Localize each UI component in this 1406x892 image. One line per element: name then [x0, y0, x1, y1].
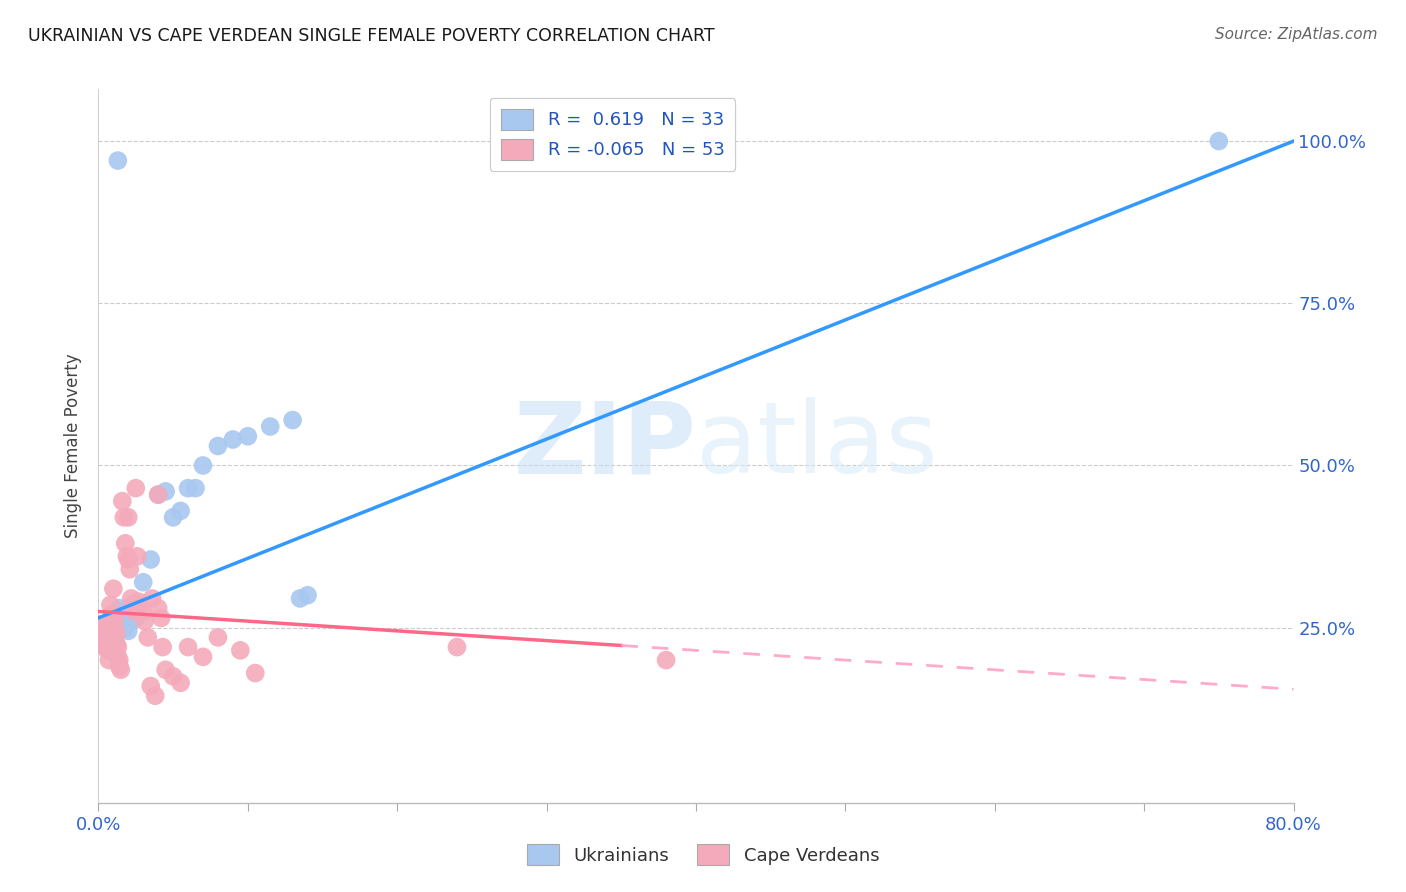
Point [104, 621, 127, 635]
Point [100, 598, 122, 612]
Point [207, 631, 229, 645]
Point [94, 640, 117, 654]
Text: atlas: atlas [696, 398, 938, 494]
Point [155, 484, 177, 499]
Point [118, 562, 141, 576]
Point [245, 666, 267, 681]
Point [139, 552, 162, 566]
Point [111, 611, 134, 625]
Point [105, 617, 128, 632]
Point [136, 631, 159, 645]
Point [93, 633, 115, 648]
Point [125, 481, 148, 495]
Point [124, 604, 146, 618]
Point [655, 653, 678, 667]
Y-axis label: Single Female Poverty: Single Female Poverty [65, 354, 83, 538]
Point [91, 624, 114, 638]
Point [148, 601, 170, 615]
Point [184, 481, 207, 495]
Point [100, 640, 122, 654]
Point [104, 611, 127, 625]
Point [169, 675, 191, 690]
Point [121, 598, 143, 612]
Point [117, 552, 139, 566]
Point [207, 439, 229, 453]
Point [297, 588, 319, 602]
Point [128, 595, 150, 609]
Point [120, 591, 142, 606]
Point [139, 679, 162, 693]
Point [103, 582, 125, 596]
Point [114, 536, 136, 550]
Point [281, 413, 304, 427]
Point [162, 669, 184, 683]
Point [97, 637, 120, 651]
Point [229, 643, 252, 657]
Point [148, 488, 170, 502]
Point [108, 601, 131, 615]
Point [117, 510, 139, 524]
Point [114, 621, 136, 635]
Point [112, 510, 135, 524]
Point [104, 624, 127, 638]
Point [259, 419, 281, 434]
Point [141, 591, 163, 606]
Text: UKRAINIAN VS CAPE VERDEAN SINGLE FEMALE POVERTY CORRELATION CHART: UKRAINIAN VS CAPE VERDEAN SINGLE FEMALE … [28, 27, 714, 45]
Text: Source: ZipAtlas.com: Source: ZipAtlas.com [1215, 27, 1378, 42]
Point [103, 611, 125, 625]
Point [288, 591, 311, 606]
Point [111, 494, 134, 508]
Point [169, 504, 191, 518]
Point [107, 649, 129, 664]
Point [94, 617, 117, 632]
Legend: Ukrainians, Cape Verdeans: Ukrainians, Cape Verdeans [517, 835, 889, 874]
Point [1208, 134, 1230, 148]
Text: ZIP: ZIP [513, 398, 696, 494]
Point [107, 640, 129, 654]
Point [127, 549, 149, 564]
Point [155, 663, 177, 677]
Point [120, 614, 142, 628]
Point [236, 429, 259, 443]
Point [177, 481, 200, 495]
Point [162, 510, 184, 524]
Point [110, 604, 132, 618]
Point [191, 649, 214, 664]
Point [125, 611, 148, 625]
Point [103, 633, 125, 648]
Point [134, 614, 156, 628]
Point [105, 637, 128, 651]
Point [446, 640, 468, 654]
Point [97, 653, 120, 667]
Point [191, 458, 214, 473]
Point [96, 627, 118, 641]
Point [90, 617, 112, 632]
Point [96, 643, 118, 657]
Point [101, 607, 124, 622]
Point [117, 624, 139, 638]
Point [132, 604, 155, 618]
Point [101, 643, 124, 657]
Point [107, 153, 129, 168]
Point [143, 689, 166, 703]
Point [148, 488, 170, 502]
Point [132, 575, 155, 590]
Point [152, 640, 174, 654]
Point [150, 611, 173, 625]
Legend: R =  0.619   N = 33, R = -0.065   N = 53: R = 0.619 N = 33, R = -0.065 N = 53 [489, 98, 735, 170]
Point [110, 663, 132, 677]
Point [115, 549, 138, 564]
Point [108, 653, 131, 667]
Point [129, 598, 152, 612]
Point [105, 627, 128, 641]
Point [177, 640, 200, 654]
Point [222, 433, 245, 447]
Point [108, 659, 131, 673]
